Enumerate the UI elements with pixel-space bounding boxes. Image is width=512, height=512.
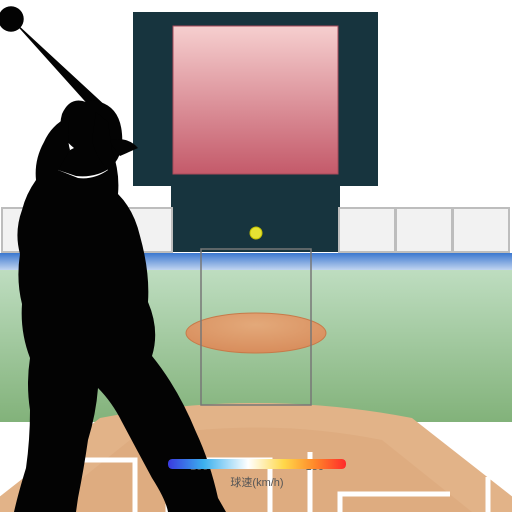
legend-gradient-bar [168, 459, 346, 469]
scoreboard-tower [171, 186, 340, 252]
grandstand-panel [339, 208, 395, 252]
velocity-legend: 100 150 球速(km/h) [168, 459, 346, 490]
scoreboard-screen [173, 26, 338, 174]
legend-label: 球速(km/h) [230, 474, 283, 490]
pitched-ball [250, 227, 262, 239]
grandstand-panel [453, 208, 509, 252]
pitchers-mound [186, 313, 326, 353]
grandstand-panel [396, 208, 452, 252]
scene-svg [0, 0, 512, 512]
pitch-visualization: 100 150 球速(km/h) [0, 0, 512, 512]
